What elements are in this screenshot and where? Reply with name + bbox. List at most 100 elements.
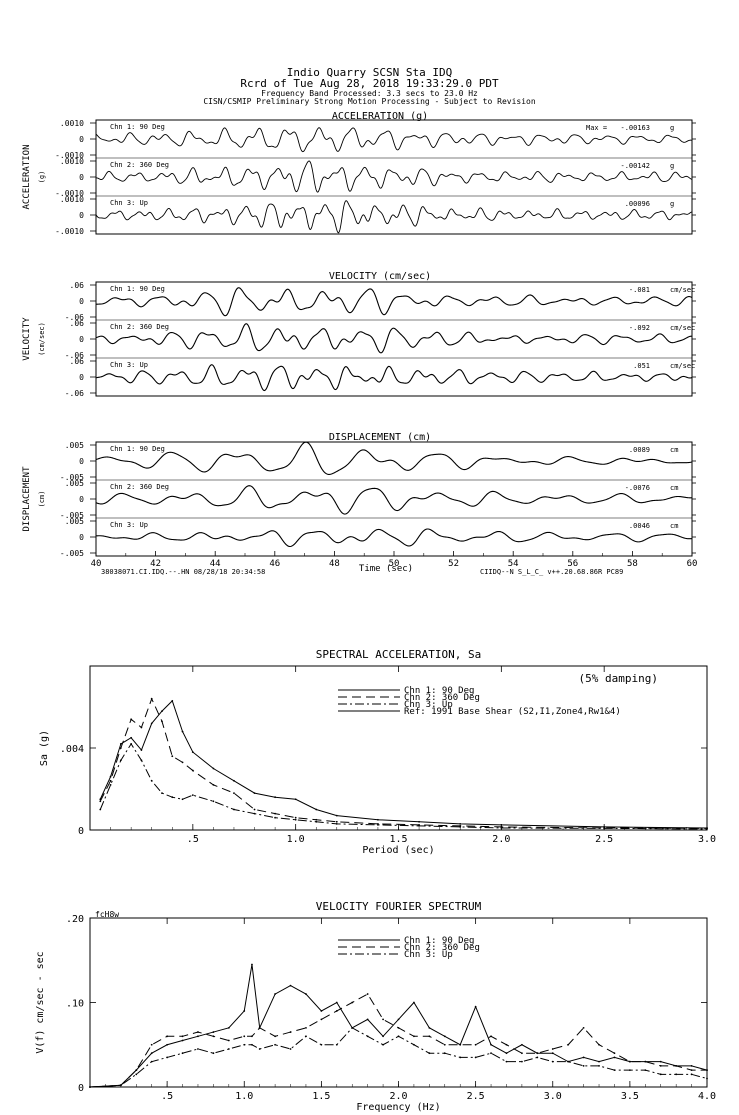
panel-side-label: VELOCITY (22, 317, 32, 361)
y-tick-label: -.0010 (55, 151, 84, 160)
processing-note: CISN/CSMIP Preliminary Strong Motion Pro… (203, 97, 536, 106)
data-point (567, 1060, 570, 1063)
peak-value: -.00142 (620, 162, 650, 170)
data-point (366, 993, 369, 995)
data-point (166, 1035, 169, 1038)
data-point (99, 808, 102, 811)
data-point (253, 808, 256, 811)
data-point (675, 1073, 678, 1076)
peak-unit: g (670, 162, 674, 170)
channel-label: Chn 3: Up (110, 199, 148, 207)
data-point (243, 1043, 246, 1046)
x-tick-label: 52 (448, 559, 459, 569)
y-tick-label: .004 (60, 744, 84, 755)
channel-label: Chn 1: 90 Deg (110, 285, 165, 293)
damping-note: (5% damping) (579, 672, 658, 685)
x-tick-label: 3.0 (544, 1091, 562, 1102)
series-line (99, 742, 708, 830)
data-point (305, 1026, 307, 1029)
data-point (191, 751, 194, 753)
data-point (706, 828, 708, 830)
peak-value: .0089 (629, 446, 650, 454)
panel-unit-label: (cm) (38, 491, 46, 508)
data-point (161, 720, 163, 723)
x-tick-label: .5 (187, 834, 199, 845)
y-tick-label: .06 (70, 357, 85, 366)
panel-side-label: DISPLACEMENT (22, 466, 32, 532)
y-tick-label: 0 (79, 297, 84, 306)
data-point (382, 1018, 384, 1021)
data-point (150, 722, 153, 725)
peak-value: .00096 (625, 200, 650, 208)
x-axis-label: Frequency (Hz) (356, 1102, 440, 1113)
data-point (197, 1048, 199, 1050)
peak-value: .0046 (629, 522, 650, 530)
data-point (274, 796, 276, 799)
legend-label: Chn 2: 360 Deg (404, 693, 480, 703)
data-point (294, 816, 297, 819)
data-point (181, 798, 184, 801)
data-point (675, 1064, 678, 1067)
data-point (140, 749, 143, 751)
peak-unit: g (670, 124, 674, 132)
data-point (320, 1018, 323, 1021)
data-point (335, 1001, 338, 1004)
data-point (119, 743, 122, 745)
data-point (320, 1010, 323, 1012)
data-point (289, 1048, 292, 1050)
data-point (644, 1069, 647, 1071)
x-tick-label: 2.0 (389, 1091, 407, 1102)
data-point (251, 1035, 253, 1038)
channel-label: Chn 2: 360 Deg (110, 483, 169, 491)
data-point (613, 1056, 616, 1059)
y-tick-label: .06 (70, 319, 85, 328)
y-tick-label: 0 (79, 495, 84, 504)
legend-label: Chn 3: Up (404, 950, 453, 960)
max-label: Max = (586, 124, 607, 132)
y-tick-label: -.005 (60, 511, 84, 520)
waveform-trace (95, 485, 693, 515)
series-line (99, 697, 708, 829)
data-point (135, 1069, 138, 1071)
data-point (551, 1048, 554, 1050)
data-point (305, 993, 307, 995)
channel-label: Chn 1: 90 Deg (110, 123, 165, 131)
data-point (500, 827, 503, 829)
waveform-trace (95, 200, 693, 234)
y-tick-label: -.0010 (55, 227, 84, 236)
data-point (397, 1026, 400, 1029)
peak-value: -.092 (629, 324, 650, 332)
data-point (582, 1026, 585, 1029)
data-point (140, 726, 143, 729)
frequency-band-note: Frequency Band Processed: 3.3 secs to 23… (261, 89, 478, 98)
data-point (109, 784, 112, 786)
data-point (628, 1060, 631, 1063)
y-tick-label: -.0010 (55, 189, 84, 198)
waveform-trace (95, 287, 693, 317)
waveform-trace (95, 528, 693, 548)
peak-unit: cm/sec (670, 324, 695, 332)
data-point (582, 1056, 585, 1059)
y-tick-label: 0 (78, 826, 84, 837)
data-point (130, 743, 133, 745)
data-point (89, 1086, 91, 1088)
y-tick-label: 0 (79, 335, 84, 344)
data-point (459, 822, 462, 825)
peak-unit: cm/sec (670, 362, 695, 370)
x-tick-label: 3.5 (621, 1091, 639, 1102)
data-point (197, 1035, 199, 1038)
x-tick-label: 60 (687, 559, 698, 569)
y-tick-label: .005 (65, 517, 84, 526)
data-point (418, 820, 420, 823)
data-point (119, 1084, 122, 1087)
data-point (443, 1035, 446, 1038)
channel-label: Chn 3: Up (110, 521, 148, 529)
x-tick-label: 44 (210, 559, 221, 569)
data-point (382, 1035, 384, 1038)
data-point (243, 1035, 246, 1038)
data-point (613, 1069, 616, 1071)
x-tick-label: 58 (627, 559, 638, 569)
peak-value: -.00163 (620, 124, 650, 132)
peak-value: -.0076 (625, 484, 650, 492)
data-point (212, 1052, 215, 1055)
